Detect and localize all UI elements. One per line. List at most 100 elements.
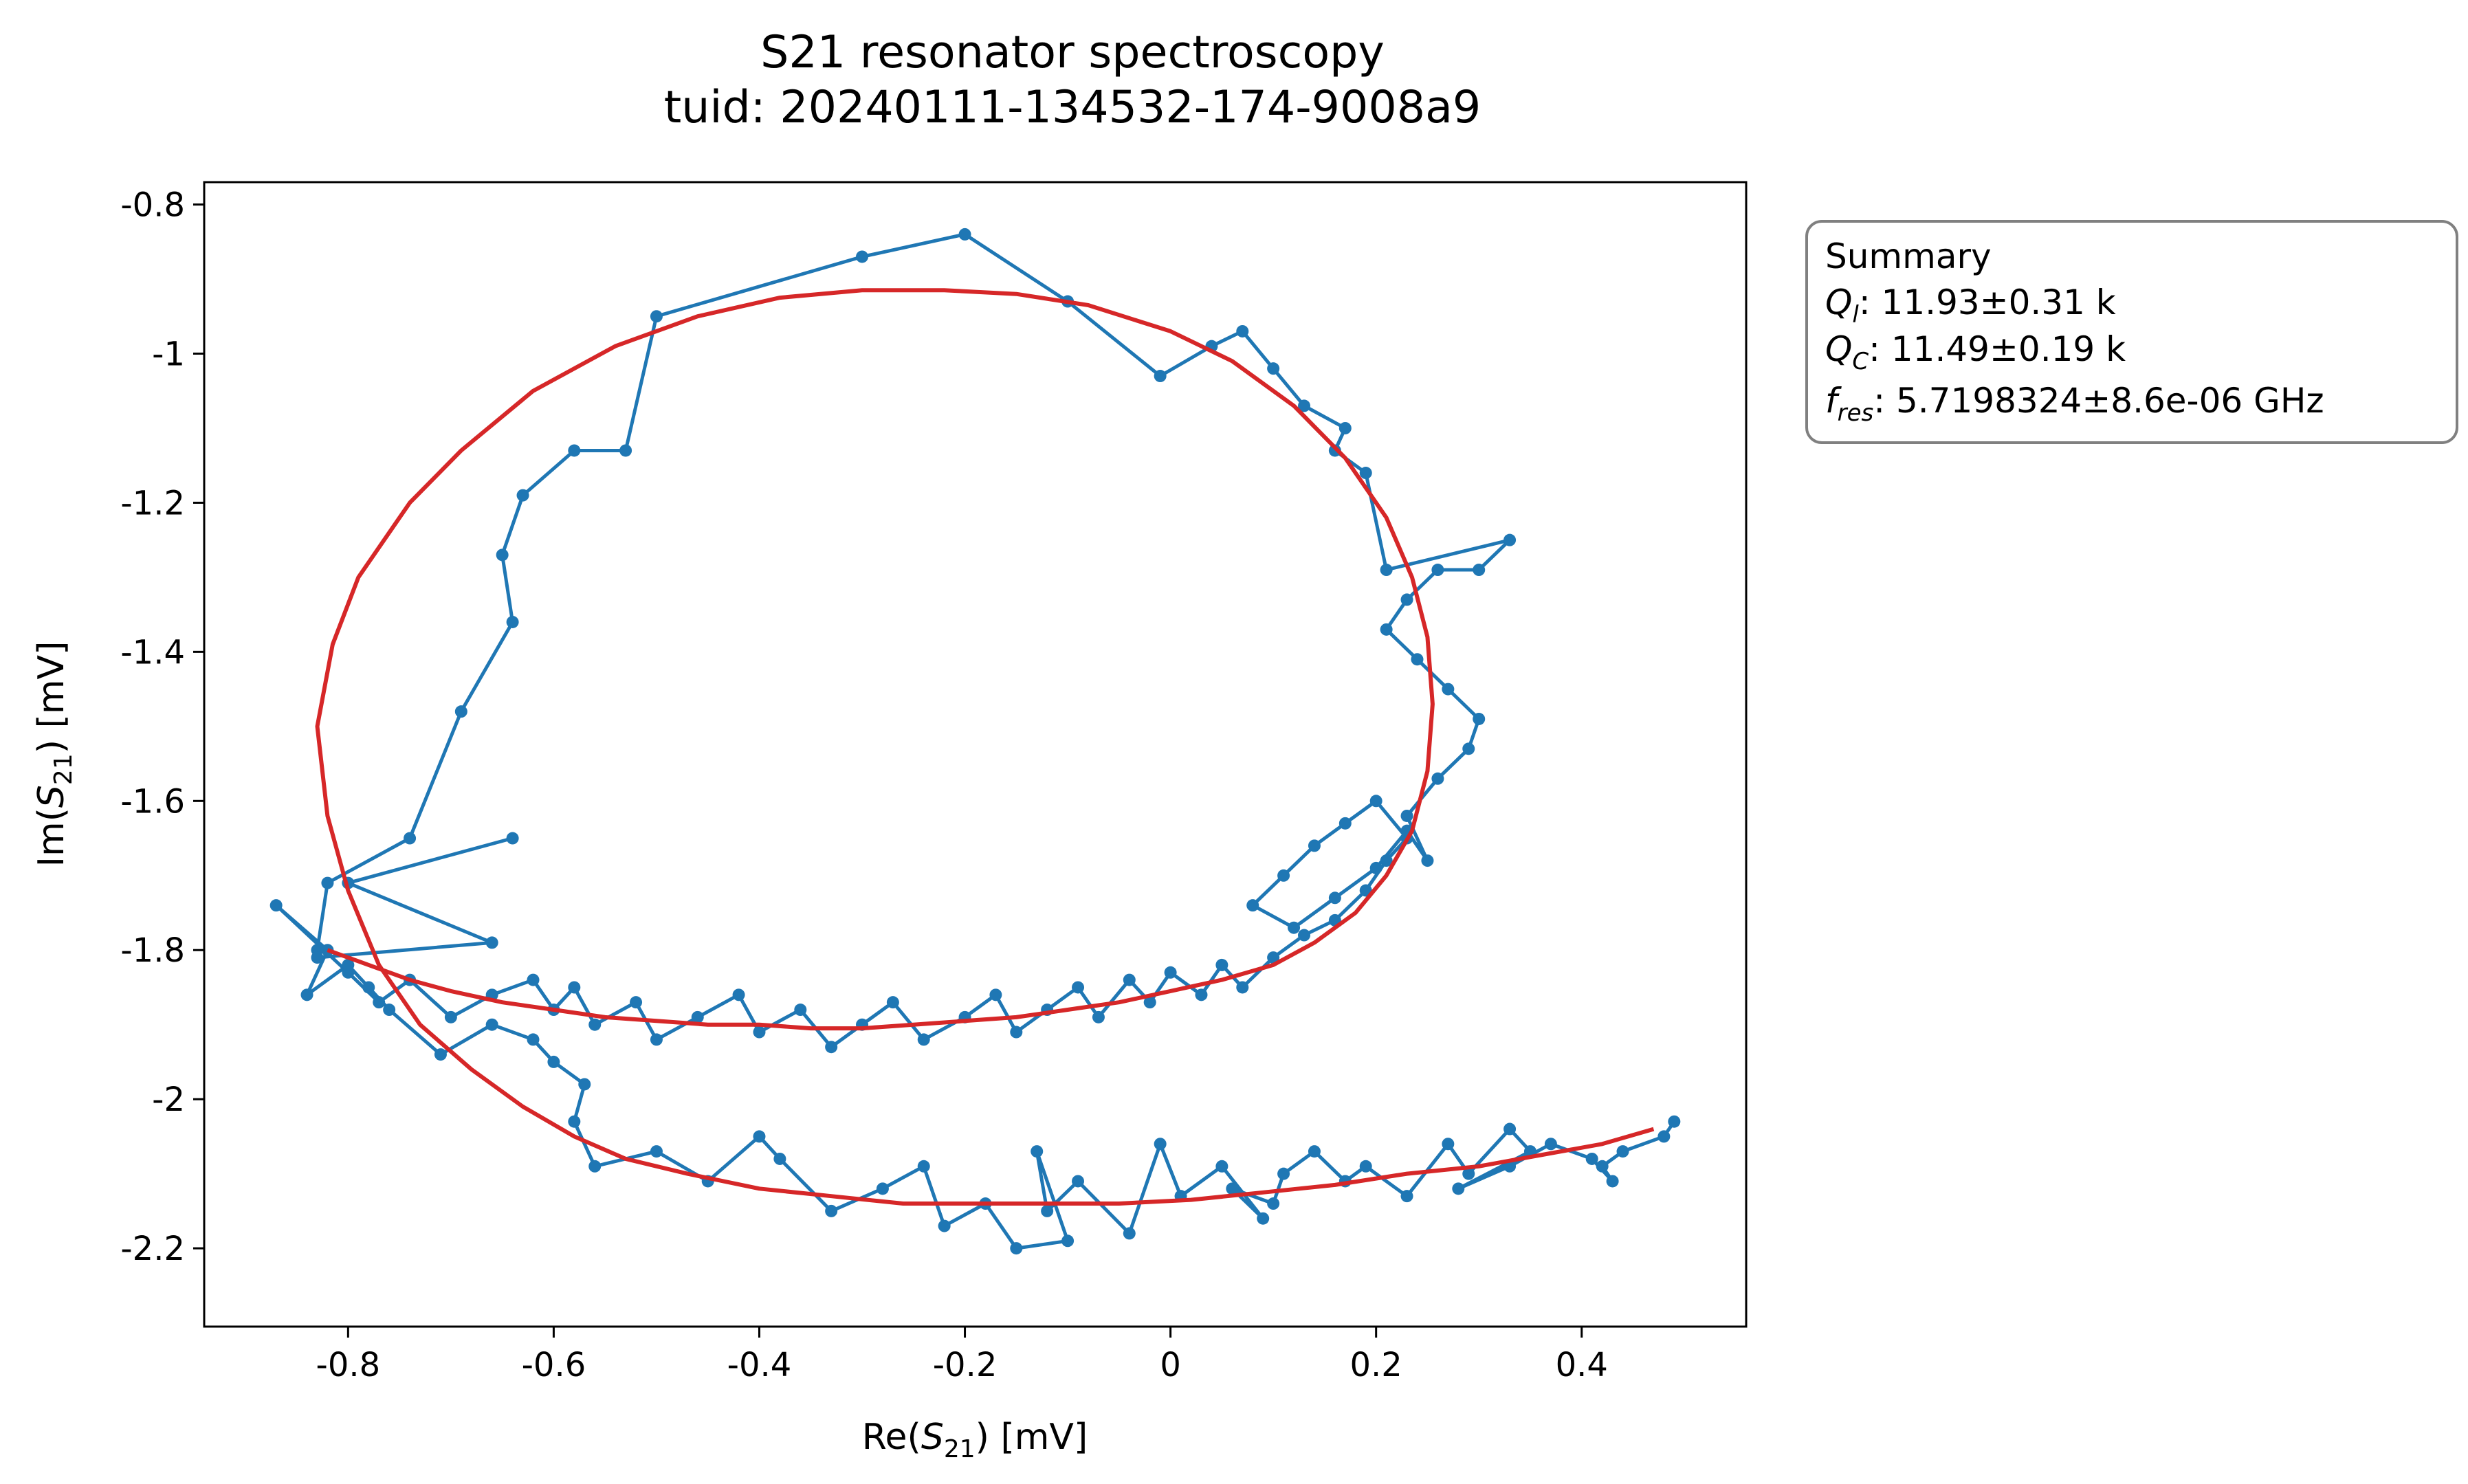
x-axis-label: Re(S21) [mV] [862, 1417, 1088, 1463]
data-point [1308, 839, 1321, 852]
data-point [1061, 1234, 1075, 1248]
data-point [300, 988, 313, 1001]
data-point [588, 1018, 602, 1031]
data-point [568, 981, 581, 994]
data-point [619, 444, 632, 457]
summary-line-q-coupling: QC: 11.49±0.19 k [1825, 329, 2126, 375]
data-point [1298, 929, 1311, 942]
data-point [732, 988, 745, 1001]
data-point [1442, 683, 1455, 696]
data-point [989, 988, 1002, 1001]
data-point [383, 1004, 396, 1017]
chart-subtitle: tuid: 20240111-134532-174-9008a9 [664, 82, 1481, 133]
data-point [1277, 1167, 1290, 1180]
data-point [1257, 1212, 1270, 1225]
data-point [527, 973, 540, 986]
data-point [342, 966, 355, 979]
x-tick-label: -0.4 [727, 1346, 792, 1384]
x-tick-label: 0.4 [1556, 1346, 1608, 1384]
x-tick-label: 0 [1160, 1346, 1181, 1384]
x-tick-label: -0.2 [933, 1346, 998, 1384]
data-point [1452, 1182, 1465, 1195]
data-point [650, 1033, 663, 1046]
x-axis-ticks: -0.8 -0.6 -0.4 -0.2 0 0.2 0.4 [316, 1327, 1608, 1384]
data-point [1606, 1175, 1619, 1188]
data-point [444, 1010, 457, 1023]
x-tick-label: 0.2 [1350, 1346, 1402, 1384]
data-point [825, 1041, 838, 1054]
data-point [1442, 1138, 1455, 1151]
data-point [794, 1004, 807, 1017]
data-point [1072, 1175, 1085, 1188]
data-point [1338, 817, 1352, 830]
data-point [1380, 854, 1393, 867]
data-point [650, 310, 663, 323]
data-point [404, 832, 417, 845]
data-point [1421, 854, 1434, 867]
fit-curve [315, 288, 1655, 1206]
y-tick-label: -1 [152, 335, 185, 373]
y-tick-label: -1.8 [120, 931, 185, 970]
data-point [1359, 1160, 1372, 1173]
data-point [917, 1033, 930, 1046]
data-point [321, 876, 334, 889]
data-point [1288, 921, 1301, 934]
data-point [917, 1160, 930, 1173]
data-point [1431, 772, 1444, 785]
data-point [1092, 1010, 1105, 1023]
y-tick-label: -0.8 [120, 186, 185, 225]
y-axis-label: Im(S21) [mV] [31, 641, 78, 867]
summary-title: Summary [1825, 236, 1992, 276]
data-point [1380, 623, 1393, 636]
data-point [1123, 973, 1136, 986]
data-point [269, 899, 283, 912]
data-point [1359, 467, 1372, 480]
data-point [1462, 1167, 1475, 1180]
data-point [1328, 444, 1341, 457]
data-point [1277, 869, 1290, 882]
data-point [876, 1182, 889, 1195]
data-point [1267, 951, 1280, 964]
y-tick-label: -1.4 [120, 633, 185, 672]
data-point [1585, 1152, 1598, 1165]
data-point [485, 1018, 498, 1031]
y-tick-label: -1.6 [120, 782, 185, 821]
data-point [1298, 399, 1311, 412]
data-point [1267, 1197, 1280, 1210]
data-point [630, 996, 643, 1009]
data-point [1338, 421, 1352, 434]
data-point [506, 615, 519, 628]
data-point [1226, 1182, 1239, 1195]
data-point [568, 444, 581, 457]
data-point [1215, 1160, 1229, 1173]
data-point [1596, 1160, 1609, 1173]
data-point [1369, 795, 1382, 808]
data-point [1473, 564, 1486, 577]
data-layer [269, 228, 1681, 1255]
data-point [1143, 996, 1156, 1009]
data-point [578, 1078, 591, 1091]
data-point [1236, 981, 1249, 994]
data-point [1544, 1138, 1557, 1151]
data-point [1668, 1115, 1681, 1128]
summary-box: Summary Ql: 11.93±0.31 k QC: 11.49±0.19 … [1805, 220, 2458, 444]
data-point [1503, 533, 1517, 546]
data-point [373, 996, 386, 1009]
data-point [496, 549, 509, 562]
data-point [454, 705, 467, 718]
data-point [1380, 564, 1393, 577]
data-point [1236, 324, 1249, 337]
data-point [753, 1130, 766, 1143]
summary-frame [1805, 220, 2458, 444]
data-point [1164, 966, 1177, 979]
data-point [516, 489, 529, 502]
data-point [1400, 593, 1413, 606]
data-point [1400, 809, 1413, 822]
data-point [362, 981, 375, 994]
data-point [1010, 1242, 1023, 1255]
summary-line-q-loaded: Ql: 11.93±0.31 k [1825, 283, 2116, 329]
y-tick-label: -2 [152, 1081, 185, 1119]
data-point [547, 1055, 560, 1068]
data-point [1031, 1145, 1044, 1158]
data-point [588, 1160, 602, 1173]
